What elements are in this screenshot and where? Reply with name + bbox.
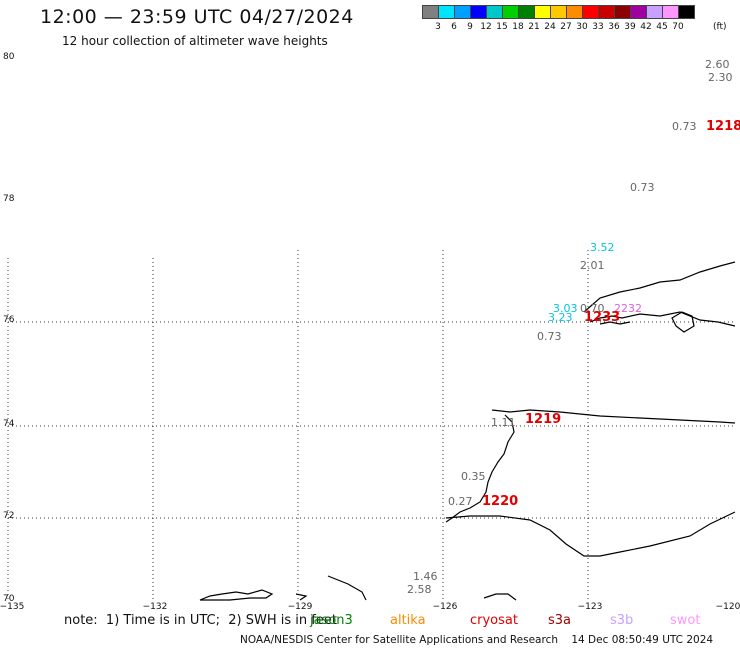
color-scale-labels: 3 6 9 12 15 18 21 24 27 30 33 36 39 42 45 70 [430, 22, 686, 32]
map-title: 12:00 — 23:59 UTC 04/27/2024 [40, 6, 354, 28]
wave-height-value: 0.35 [461, 470, 486, 483]
map-subtitle: 12 hour collection of altimeter wave hei… [62, 34, 328, 48]
lon-label: −120 [715, 602, 740, 612]
color-scale-bar [422, 5, 695, 19]
footer-credit: NOAA/NESDIS Center for Satellite Applica… [240, 634, 714, 646]
note-text: note: 1) Time is in UTC; 2) SWH is in fe… [64, 613, 337, 628]
lon-label: −123 [577, 602, 603, 612]
lat-label: 74 [3, 419, 15, 429]
color-scale-label: 18 [512, 22, 524, 32]
color-scale-label: 27 [560, 22, 572, 32]
wave-height-value: 2.01 [580, 259, 605, 272]
lat-label: 80 [3, 52, 15, 62]
wave-height-value: 1.11 [491, 416, 516, 429]
wave-height-value: 0.70 [580, 302, 605, 315]
wave-height-value: 3.03 [553, 302, 578, 315]
satellite-legend-item: swot [670, 613, 701, 628]
color-scale-label: 6 [451, 22, 457, 32]
wave-height-value: 2.60 [705, 58, 730, 71]
satellite-legend-item: jason3 [310, 613, 353, 628]
lat-label: 70 [3, 594, 15, 604]
wave-height-value: 2.58 [407, 583, 432, 596]
lon-label: −135 [0, 602, 25, 612]
color-scale-label: 12 [480, 22, 492, 32]
graticule [7, 250, 735, 600]
satellite-legend-item: s3b [610, 613, 634, 628]
wave-height-value: 3.23 [548, 311, 573, 324]
color-scale-label: 9 [467, 22, 473, 32]
wave-height-value: 0.73 [630, 181, 655, 194]
color-scale-label: 70 [672, 22, 684, 32]
wave-height-value: 0.73 [672, 120, 697, 133]
lon-label: −129 [287, 602, 313, 612]
color-scale-label: 42 [640, 22, 652, 32]
color-scale-label: 30 [576, 22, 588, 32]
satellite-legend-item: s3a [548, 613, 572, 628]
color-scale-label: 3 [435, 22, 441, 32]
coastline [199, 261, 736, 601]
lon-label: −126 [432, 602, 458, 612]
lat-label: 72 [3, 511, 15, 521]
lat-label: 78 [3, 194, 15, 204]
color-swatch [678, 5, 695, 19]
color-scale-label: 21 [528, 22, 540, 32]
color-scale-label: 36 [608, 22, 620, 32]
color-scale-label: 45 [656, 22, 668, 32]
color-scale-unit: (ft) [713, 22, 727, 32]
pass-time-label: 1233 [584, 310, 621, 325]
wave-height-value: 0.27 [448, 495, 473, 508]
pass-time-label: 1218 [706, 119, 740, 134]
satellite-legend-item: altika [390, 613, 426, 628]
wave-height-value: 0.73 [537, 330, 562, 343]
pass-time-label: 1219 [525, 412, 562, 427]
wave-height-value: 1.46 [413, 570, 438, 583]
wave-height-value: 3.52 [590, 241, 615, 254]
lat-label: 76 [3, 315, 15, 325]
wave-height-value: 2232 [614, 302, 642, 315]
lon-label: −132 [142, 602, 168, 612]
satellite-legend-item: cryosat [470, 613, 518, 628]
color-scale-label: 24 [544, 22, 556, 32]
wave-height-value: 2.30 [708, 71, 733, 84]
color-scale-label: 39 [624, 22, 636, 32]
color-scale-label: 15 [496, 22, 508, 32]
pass-time-label: 1220 [482, 494, 519, 509]
color-scale-label: 33 [592, 22, 604, 32]
